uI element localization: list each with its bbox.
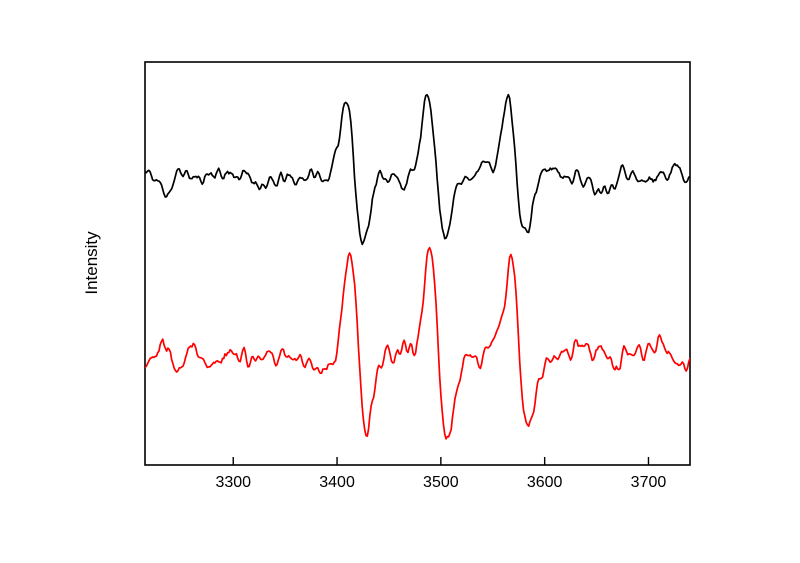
x-tick-label: 3400 xyxy=(319,474,355,491)
spectrum-top-black xyxy=(145,93,690,246)
x-tick-label: 3700 xyxy=(631,474,667,491)
plot-frame xyxy=(144,61,691,466)
y-axis-label: Intensity xyxy=(82,231,101,295)
x-axis-ticks: 3300 3400 3500 3600 3700 xyxy=(215,457,666,491)
x-tick-label: 3600 xyxy=(527,474,563,491)
spectrum-bottom-red xyxy=(145,246,690,440)
x-tick-label: 3500 xyxy=(423,474,459,491)
x-tick-label: 3300 xyxy=(215,474,251,491)
spectra-layer xyxy=(145,93,690,440)
